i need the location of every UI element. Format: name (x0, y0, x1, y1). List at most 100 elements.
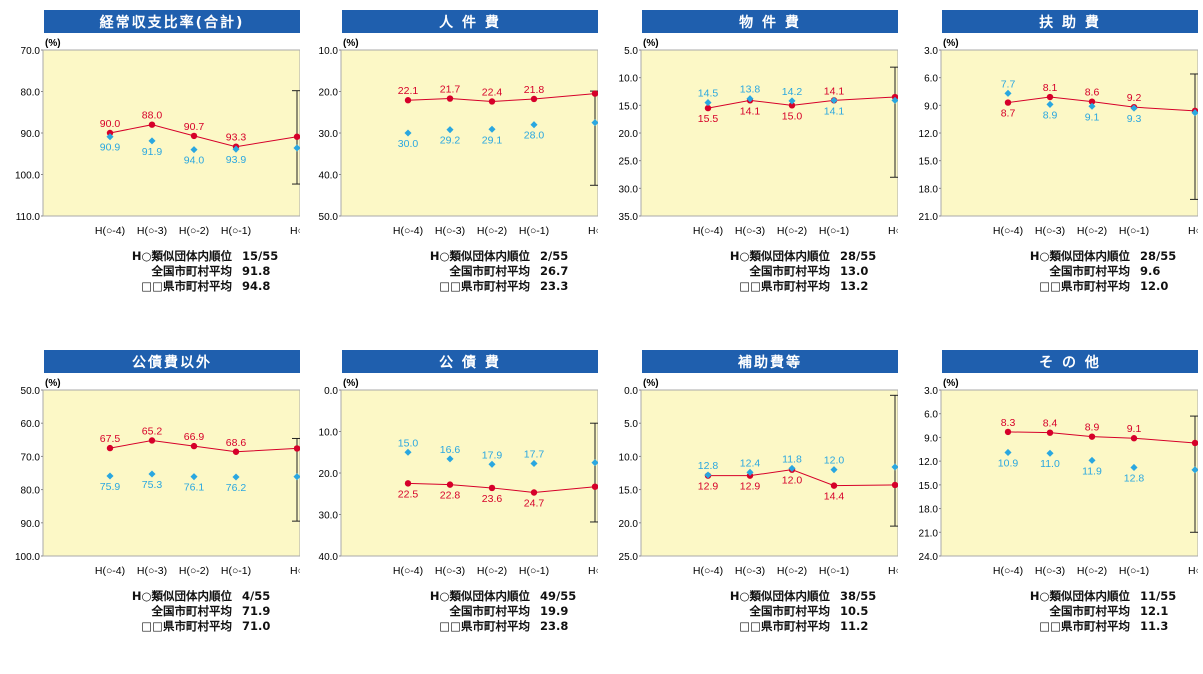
line-chart: (%) 10.0 20.0 30.0 40.0 50.0 H(○-4) H(○-3) H(○-2… (319, 38, 598, 237)
data-point-blue (704, 99, 712, 107)
data-point-blue (232, 145, 240, 153)
data-label-red: 8.6 (1085, 87, 1100, 99)
stats-row: 全国市町村平均 71.9 (90, 604, 300, 619)
stats-row: H○類似団体内順位 49/55 (388, 589, 598, 604)
data-point-red (788, 102, 796, 109)
plot-area (42, 389, 300, 557)
data-label-blue: 94.0 (184, 155, 205, 167)
plot-area (640, 49, 898, 217)
x-tick-label: H(○-3) (435, 225, 465, 237)
stat-label: H○類似団体内順位 (131, 589, 232, 603)
stats-table: H○類似団体内順位 11/55 全国市町村平均 12.1 □□県市町村平均 11.3 (988, 589, 1198, 634)
stats-table: H○類似団体内順位 38/55 全国市町村平均 10.5 □□県市町村平均 11.2 (688, 589, 898, 634)
y-tick-label: 20.0 (319, 469, 339, 480)
data-label-blue: 13.8 (740, 84, 761, 96)
data-point-blue (190, 146, 198, 154)
y-tick-label: 10.0 (619, 74, 639, 85)
x-tick-label: H(○-4) (693, 565, 723, 577)
data-label-red: 24.7 (524, 498, 545, 510)
y-tick-label: 100.0 (15, 171, 40, 182)
data-point-red (446, 481, 454, 488)
stat-label: H○類似団体内順位 (1029, 249, 1130, 263)
data-label-blue: 30.0 (398, 138, 419, 150)
x-tick-label: H○ (1188, 225, 1198, 237)
x-tick-label: H(○-3) (735, 225, 765, 237)
y-tick-label: 0.0 (624, 386, 638, 397)
y-tick-label: 20.0 (619, 519, 639, 530)
x-tick-label: H(○-2) (777, 565, 807, 577)
stat-label: □□県市町村平均 (1039, 279, 1130, 293)
stats-row: H○類似団体内順位 28/55 (988, 249, 1198, 264)
stat-label: □□県市町村平均 (739, 279, 830, 293)
stats-row: H○類似団体内順位 15/55 (90, 249, 300, 264)
stats-row: H○類似団体内順位 4/55 (90, 589, 300, 604)
x-tick-label: H(○-1) (819, 225, 849, 237)
data-point-red (530, 489, 538, 496)
x-tick-label: H(○-1) (819, 565, 849, 577)
stat-value: 4/55 (242, 589, 271, 603)
data-label-blue: 10.9 (998, 457, 1019, 469)
y-tick-label: 15.0 (919, 157, 939, 168)
y-tick-label: 12.0 (919, 457, 939, 468)
data-label-red: 9.2 (1127, 92, 1142, 104)
stats-row: □□県市町村平均 11.3 (988, 619, 1198, 634)
data-label-blue: 12.8 (1124, 472, 1145, 484)
chart-panel: そ の 他 (%) 3.0 6.0 9.0 12.0 15.0 18.0 21.0 24.0 H(○… (898, 340, 1198, 670)
unit-label: (%) (45, 38, 61, 49)
stat-value: 15/55 (242, 249, 279, 263)
x-tick-label: H(○-3) (1035, 565, 1065, 577)
data-label-blue: 15.0 (398, 437, 419, 449)
x-tick-label: H(○-2) (179, 225, 209, 237)
y-tick-label: 60.0 (21, 419, 41, 430)
data-point-red (1046, 429, 1054, 436)
stats-row: H○類似団体内順位 38/55 (688, 589, 898, 604)
x-tick-label: H(○-3) (735, 565, 765, 577)
data-label-blue: 29.1 (482, 134, 503, 146)
data-label-blue: 14.5 (698, 88, 719, 100)
stat-value: 28/55 (1140, 249, 1177, 263)
x-tick-label: H(○-4) (993, 565, 1023, 577)
y-tick-label: 35.0 (619, 212, 639, 223)
data-label-blue: 16.6 (440, 444, 461, 456)
data-label-red: 12.9 (698, 481, 719, 493)
data-point-red (232, 448, 240, 455)
data-point-red (1004, 428, 1012, 436)
stat-label: □□県市町村平均 (439, 619, 530, 633)
data-point-red (591, 483, 598, 490)
y-tick-label: 5.0 (624, 419, 638, 430)
data-point-blue (446, 126, 454, 134)
stats-row: □□県市町村平均 23.3 (388, 279, 598, 294)
data-label-blue: 75.3 (142, 479, 163, 491)
x-tick-label: H(○-4) (95, 225, 125, 237)
stats-row: 全国市町村平均 13.0 (688, 264, 898, 279)
data-label-red: 8.9 (1085, 422, 1100, 434)
stats-table: H○類似団体内順位 49/55 全国市町村平均 19.9 □□県市町村平均 23.8 (388, 589, 598, 634)
data-point-blue (704, 471, 712, 479)
y-tick-label: 90.0 (21, 519, 41, 530)
data-label-blue: 17.9 (482, 449, 503, 461)
x-tick-label: H(○-2) (1077, 565, 1107, 577)
data-point-blue (530, 121, 538, 129)
data-label-blue: 11.0 (1040, 458, 1060, 470)
stats-row: H○類似団体内順位 28/55 (688, 249, 898, 264)
data-label-blue: 93.9 (226, 154, 247, 166)
data-label-blue: 14.1 (824, 105, 845, 117)
stat-label: □□県市町村平均 (739, 619, 830, 633)
data-point-red (293, 133, 300, 140)
unit-label: (%) (943, 38, 959, 49)
line-chart: (%) 3.0 6.0 9.0 12.0 15.0 18.0 21.0 H(○-4) H(○-3)… (919, 38, 1198, 237)
x-tick-label: H(○-1) (221, 225, 251, 237)
line-chart: (%) 70.0 80.0 90.0 100.0 110.0 H(○-4) H(○-3) H(○… (15, 38, 300, 237)
stats-row: 全国市町村平均 9.6 (988, 264, 1198, 279)
y-tick-label: 10.0 (619, 452, 639, 463)
data-label-blue: 76.1 (184, 482, 205, 494)
x-tick-label: H(○-3) (435, 565, 465, 577)
y-tick-label: 10.0 (319, 46, 339, 57)
stat-value: 10.5 (840, 604, 869, 618)
stats-table: H○類似団体内順位 2/55 全国市町村平均 26.7 □□県市町村平均 23.3 (388, 249, 598, 294)
data-label-red: 90.0 (100, 118, 121, 130)
plot-area (42, 49, 300, 217)
stats-row: □□県市町村平均 13.2 (688, 279, 898, 294)
y-tick-label: 20.0 (319, 88, 339, 99)
chart-title: 公 債 費 (342, 350, 598, 373)
